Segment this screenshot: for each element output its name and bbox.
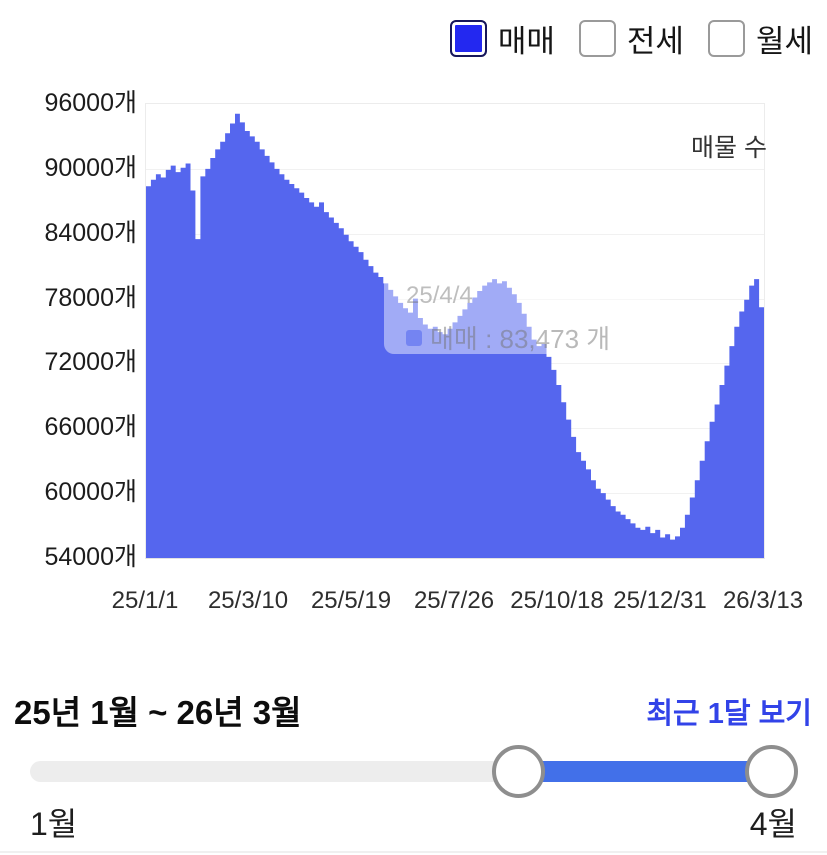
bottom-divider: [0, 851, 827, 853]
chart-plot-area[interactable]: 매물 수 25/4/4 매매 : 83,473 개: [145, 103, 767, 559]
series-title: 매물 수: [691, 134, 767, 162]
checkbox-unchecked-icon[interactable]: [707, 20, 745, 57]
checkbox-unchecked-icon[interactable]: [578, 20, 616, 57]
legend-label: 전세: [626, 24, 684, 59]
chart-legend: 매매 전세 월세: [449, 16, 813, 61]
chart-tooltip: 25/4/4 매매 : 83,473 개: [384, 272, 660, 354]
slider-active-range[interactable]: [518, 761, 771, 782]
gridline: [146, 168, 764, 170]
date-range-slider[interactable]: [0, 740, 827, 804]
tooltip-date: 25/4/4: [406, 282, 473, 309]
y-tick-label: 54000개: [44, 543, 137, 571]
x-tick-label: 25/1/1: [111, 587, 179, 614]
legend-item-2[interactable]: 월세: [707, 16, 813, 61]
y-tick-label: 78000개: [44, 283, 137, 312]
tooltip-series-marker-icon: [406, 329, 422, 346]
slider-min-label: 1월: [30, 806, 78, 842]
gridline: [146, 298, 764, 300]
y-tick-label: 72000개: [44, 348, 137, 377]
x-tick-label: 25/7/26: [413, 587, 495, 614]
slider-max-label: 4월: [749, 806, 797, 842]
recent-month-link[interactable]: 최근 1달 보기: [646, 698, 812, 730]
gridline: [146, 233, 764, 235]
x-tick-label: 25/12/31: [613, 587, 707, 614]
y-tick-label: 84000개: [44, 218, 137, 247]
legend-item-0[interactable]: 매매: [449, 16, 555, 61]
slider-handle-end[interactable]: [745, 745, 798, 798]
x-tick-label: 26/3/13: [722, 587, 804, 614]
y-tick-label: 60000개: [44, 478, 137, 507]
slider-handle-start[interactable]: [492, 745, 545, 798]
area-series: [146, 113, 764, 558]
y-tick-label: 66000개: [44, 413, 137, 442]
tooltip-value: 매매 : 83,473 개: [430, 324, 611, 354]
legend-item-1[interactable]: 전세: [578, 16, 684, 61]
x-tick-label: 25/10/18: [510, 587, 604, 614]
y-tick-label: 90000개: [44, 153, 137, 182]
x-tick-label: 25/3/10: [207, 587, 289, 614]
legend-label: 매매: [497, 24, 555, 59]
date-range-title: 25년 1월 ~ 26년 3월: [14, 694, 302, 731]
x-tick-label: 25/5/19: [310, 587, 392, 614]
legend-label: 월세: [755, 24, 813, 59]
y-tick-label: 96000개: [44, 89, 137, 117]
checkbox-checked-icon[interactable]: [449, 20, 487, 57]
